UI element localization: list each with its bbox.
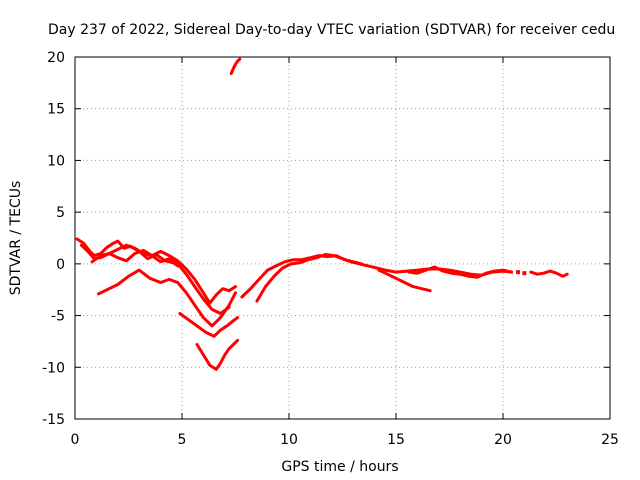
plot-frame bbox=[74, 56, 611, 420]
axis-ticks bbox=[74, 56, 611, 420]
series-arc-10 bbox=[377, 268, 432, 293]
series-arc-9 bbox=[255, 253, 514, 303]
y-tick-labels: -15 -10 -5 0 5 10 15 20 bbox=[42, 50, 65, 428]
series-arc-6 bbox=[195, 338, 240, 371]
x-tick-label: 20 bbox=[494, 432, 512, 448]
x-tick-label: 5 bbox=[178, 432, 187, 448]
y-tick-label: -15 bbox=[42, 412, 65, 428]
x-tick-label: 10 bbox=[280, 432, 298, 448]
series-arc-1 bbox=[75, 237, 180, 268]
x-tick-label: 15 bbox=[387, 432, 405, 448]
y-tick-label: -5 bbox=[51, 309, 65, 325]
x-tick-labels: 0 5 10 15 20 25 bbox=[71, 432, 619, 448]
x-tick-label: 25 bbox=[601, 432, 619, 448]
y-tick-label: 15 bbox=[47, 102, 65, 118]
y-tick-label: 0 bbox=[56, 257, 65, 273]
y-axis-label: SDTVAR / TECUs bbox=[8, 181, 24, 296]
data-point bbox=[515, 270, 520, 275]
y-tick-label: -10 bbox=[42, 360, 65, 376]
series-arc-11 bbox=[407, 265, 514, 279]
series-arc-3 bbox=[90, 248, 231, 315]
grid-lines bbox=[75, 57, 610, 419]
series-arc-7 bbox=[229, 57, 242, 75]
data-series bbox=[75, 57, 569, 371]
data-point bbox=[522, 271, 527, 276]
series-arc-4 bbox=[97, 268, 237, 328]
x-axis-label: GPS time / hours bbox=[281, 459, 398, 475]
y-tick-label: 20 bbox=[47, 50, 65, 66]
x-tick-label: 0 bbox=[71, 432, 80, 448]
series-arc-12 bbox=[529, 269, 569, 278]
chart-title: Day 237 of 2022, Sidereal Day-to-day VTE… bbox=[48, 22, 615, 38]
y-tick-label: 10 bbox=[47, 153, 65, 169]
y-tick-label: 5 bbox=[56, 205, 65, 221]
series-arc-5 bbox=[178, 312, 240, 338]
